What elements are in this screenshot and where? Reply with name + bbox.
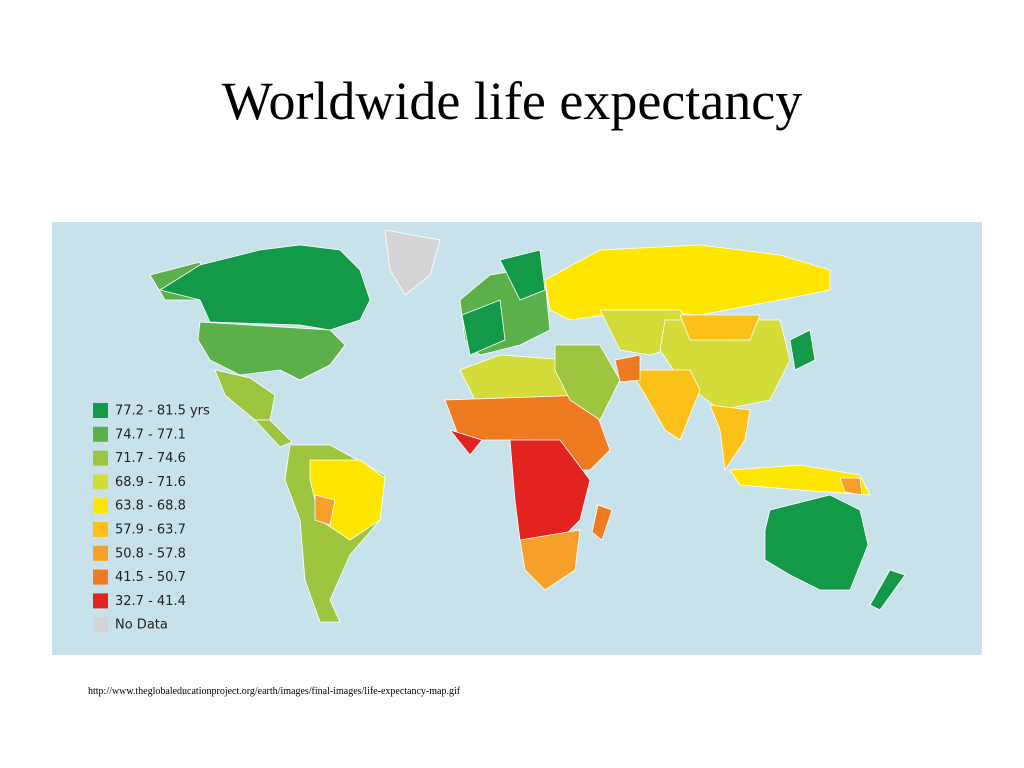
legend-label: 63.8 - 68.8	[115, 499, 186, 514]
legend-swatch	[93, 450, 108, 466]
legend-swatch	[93, 569, 108, 585]
slide-title: Worldwide life expectancy	[221, 71, 803, 131]
legend-label: 32.7 - 41.4	[115, 594, 186, 609]
legend-swatch	[93, 426, 108, 442]
legend-label: 74.7 - 77.1	[115, 427, 186, 442]
legend-swatch	[93, 545, 108, 561]
legend-label: 77.2 - 81.5 yrs	[115, 404, 210, 419]
legend-label: 41.5 - 50.7	[115, 570, 186, 585]
legend-swatch	[93, 403, 108, 418]
legend-label: 71.7 - 74.6	[115, 451, 186, 466]
legend-label: 57.9 - 63.7	[115, 523, 186, 538]
legend-swatch	[93, 474, 108, 490]
legend-label: No Data	[115, 618, 168, 633]
legend: 77.2 - 81.5 yrs 74.7 - 77.1 71.7 - 74.6 68.…	[93, 403, 210, 633]
land	[149, 229, 906, 623]
legend-swatch	[93, 522, 108, 537]
legend-swatch	[93, 593, 108, 609]
legend-swatch	[93, 498, 108, 514]
source-url: http://www.theglobaleducationproject.org…	[88, 686, 461, 697]
legend-label: 50.8 - 57.8	[115, 546, 186, 561]
world-map: 77.2 - 81.5 yrs 74.7 - 77.1 71.7 - 74.6 68.…	[52, 222, 982, 655]
legend-swatch	[93, 617, 108, 633]
legend-label: 68.9 - 71.6	[115, 475, 186, 490]
